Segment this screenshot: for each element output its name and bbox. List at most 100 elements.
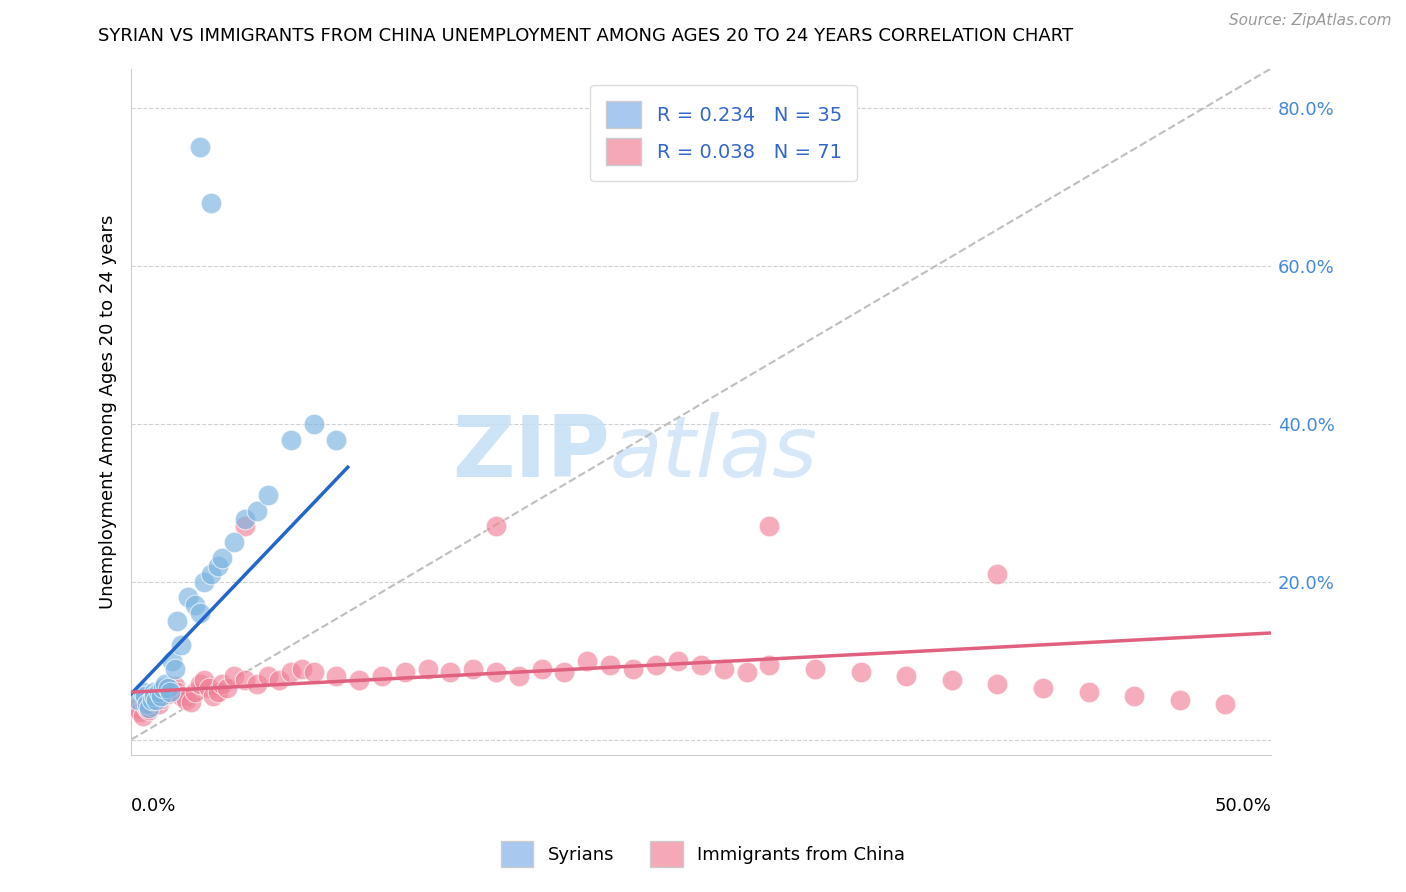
Point <box>155 685 177 699</box>
Point <box>269 673 291 688</box>
Point <box>134 689 156 703</box>
Point <box>233 673 256 688</box>
Point <box>1077 685 1099 699</box>
Point <box>148 697 170 711</box>
Point <box>125 701 148 715</box>
Point <box>644 657 666 672</box>
Point <box>145 693 167 707</box>
Point <box>197 681 219 696</box>
Point <box>508 669 530 683</box>
Point <box>149 691 172 706</box>
Point <box>162 654 184 668</box>
Point <box>143 689 166 703</box>
Point <box>145 695 167 709</box>
Point <box>188 606 211 620</box>
Point <box>347 673 370 688</box>
Point <box>200 195 222 210</box>
Point <box>485 665 508 680</box>
Point <box>804 661 827 675</box>
Point <box>184 599 207 613</box>
Point <box>325 669 347 683</box>
Point <box>152 681 174 696</box>
Point <box>174 693 197 707</box>
Point <box>193 574 215 589</box>
Point <box>188 677 211 691</box>
Point <box>166 685 188 699</box>
Point <box>138 702 160 716</box>
Point <box>1032 681 1054 696</box>
Point <box>148 685 170 699</box>
Point <box>394 665 416 680</box>
Point <box>143 685 166 699</box>
Point <box>207 558 229 573</box>
Text: 50.0%: 50.0% <box>1213 797 1271 814</box>
Point <box>713 661 735 675</box>
Point <box>159 685 181 699</box>
Point <box>222 669 245 683</box>
Point <box>246 677 269 691</box>
Point <box>152 689 174 703</box>
Point <box>233 519 256 533</box>
Text: atlas: atlas <box>610 411 818 495</box>
Point <box>941 673 963 688</box>
Point <box>735 665 758 680</box>
Point <box>371 669 394 683</box>
Point <box>257 488 280 502</box>
Point <box>179 695 201 709</box>
Point <box>141 699 163 714</box>
Point <box>576 654 599 668</box>
Point <box>302 417 325 431</box>
Point <box>257 669 280 683</box>
Point <box>170 689 193 703</box>
Point <box>149 689 172 703</box>
Point <box>138 701 160 715</box>
Point <box>162 681 184 696</box>
Point <box>200 566 222 581</box>
Legend: Syrians, Immigrants from China: Syrians, Immigrants from China <box>494 834 912 874</box>
Point <box>177 591 200 605</box>
Point <box>325 433 347 447</box>
Point <box>131 709 153 723</box>
Point <box>184 685 207 699</box>
Point <box>1215 697 1237 711</box>
Point <box>291 661 314 675</box>
Point <box>553 665 575 680</box>
Point <box>690 657 713 672</box>
Point <box>246 503 269 517</box>
Point <box>155 677 177 691</box>
Point <box>159 683 181 698</box>
Point <box>131 685 153 699</box>
Point <box>222 535 245 549</box>
Point <box>416 661 439 675</box>
Point <box>156 681 179 696</box>
Point <box>156 687 179 701</box>
Point <box>986 677 1008 691</box>
Point <box>143 693 166 707</box>
Point <box>170 638 193 652</box>
Point <box>621 661 644 675</box>
Point <box>849 665 872 680</box>
Text: Source: ZipAtlas.com: Source: ZipAtlas.com <box>1229 13 1392 29</box>
Point <box>166 614 188 628</box>
Point <box>280 665 302 680</box>
Text: 0.0%: 0.0% <box>131 797 177 814</box>
Point <box>1123 689 1146 703</box>
Point <box>129 705 152 719</box>
Point <box>188 140 211 154</box>
Point <box>136 701 159 715</box>
Point <box>485 519 508 533</box>
Point <box>530 661 553 675</box>
Point <box>896 669 918 683</box>
Point <box>141 693 163 707</box>
Point <box>163 679 186 693</box>
Point <box>211 677 233 691</box>
Point <box>439 665 461 680</box>
Text: ZIP: ZIP <box>453 411 610 495</box>
Text: SYRIAN VS IMMIGRANTS FROM CHINA UNEMPLOYMENT AMONG AGES 20 TO 24 YEARS CORRELATI: SYRIAN VS IMMIGRANTS FROM CHINA UNEMPLOY… <box>98 27 1074 45</box>
Point <box>599 657 621 672</box>
Point <box>136 697 159 711</box>
Point <box>163 661 186 675</box>
Point <box>302 665 325 680</box>
Point <box>280 433 302 447</box>
Point <box>986 566 1008 581</box>
